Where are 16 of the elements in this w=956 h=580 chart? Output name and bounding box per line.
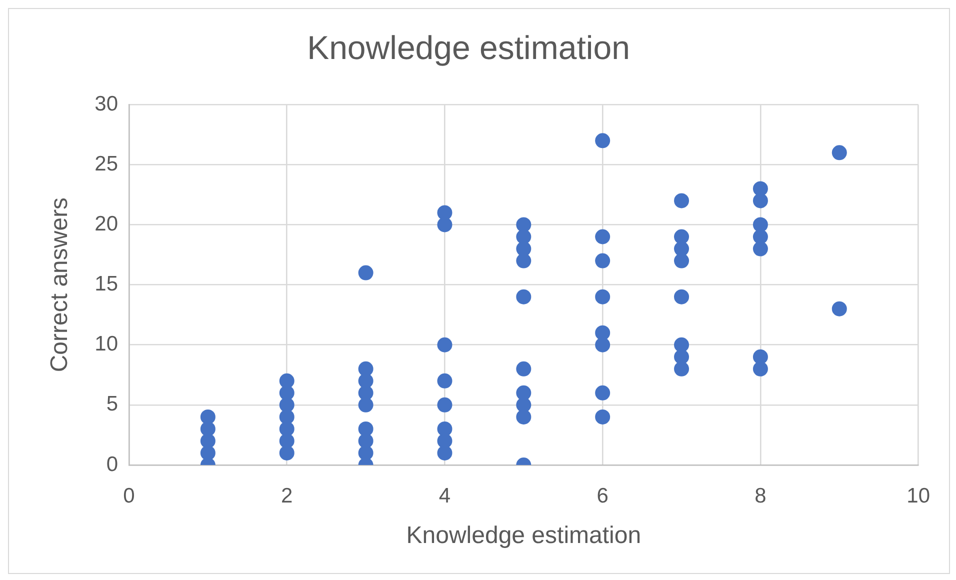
y-axis-title: Correct answers [46, 197, 74, 372]
x-tick-label: 6 [596, 484, 608, 508]
y-tick-label: 10 [94, 332, 118, 356]
x-axis-title: Knowledge estimation [406, 522, 642, 550]
x-tick-label: 4 [438, 484, 451, 508]
chart-title: Knowledge estimation [307, 28, 630, 66]
y-tick-label: 25 [94, 152, 118, 176]
x-tick-label: 2 [281, 484, 293, 508]
y-tick-label: 5 [106, 392, 118, 416]
x-tick-label: 10 [906, 484, 930, 508]
y-tick-label: 20 [94, 212, 118, 236]
y-tick-label: 30 [94, 92, 118, 116]
x-tick-label: 8 [754, 484, 766, 508]
x-tick-label: 0 [123, 484, 135, 508]
y-tick-label: 0 [106, 452, 118, 476]
y-tick-label: 15 [94, 272, 118, 296]
